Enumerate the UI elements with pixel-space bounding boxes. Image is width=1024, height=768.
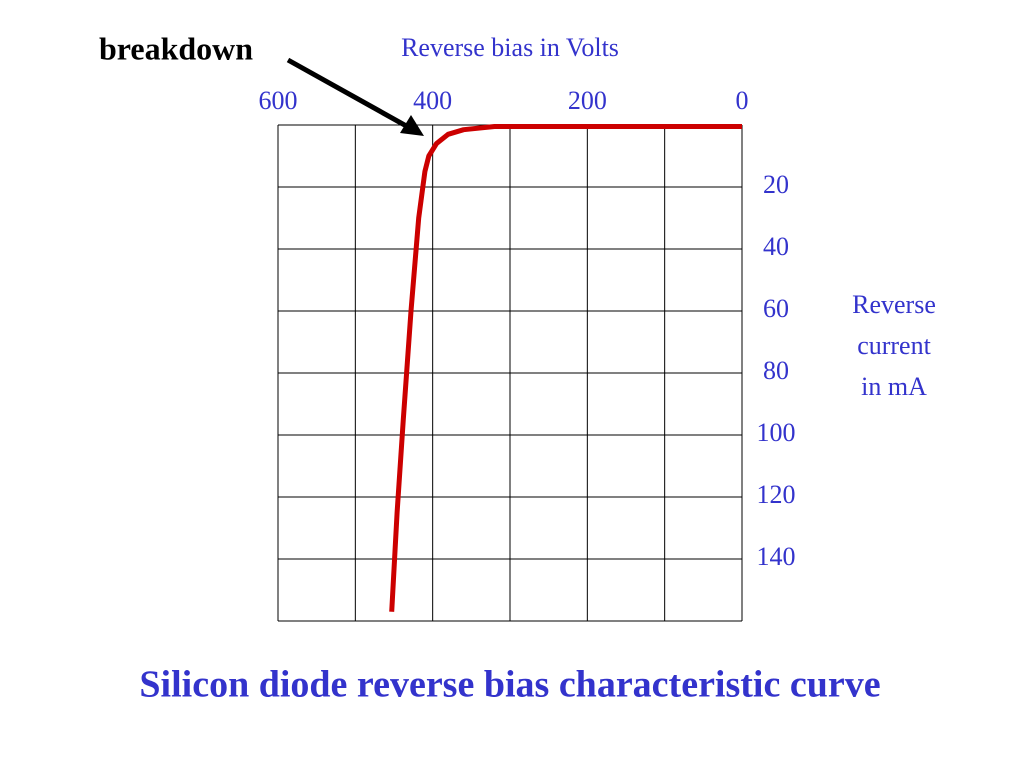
y-tick-label: 40 bbox=[763, 232, 789, 261]
chart-title: Silicon diode reverse bias characteristi… bbox=[139, 664, 880, 706]
x-tick-label: 0 bbox=[736, 86, 749, 115]
y-axis-label-line: in mA bbox=[861, 372, 927, 401]
y-tick-label: 140 bbox=[757, 542, 796, 571]
y-axis-label-line: Reverse bbox=[852, 290, 936, 319]
x-tick-label: 200 bbox=[568, 86, 607, 115]
y-tick-label: 100 bbox=[757, 418, 796, 447]
annotation: breakdown bbox=[99, 30, 253, 66]
curve bbox=[389, 124, 742, 612]
y-axis-label: Reverse current in mA bbox=[852, 290, 936, 401]
x-axis-label: Reverse bias in Volts bbox=[401, 33, 619, 62]
y-tick-label: 120 bbox=[757, 480, 796, 509]
y-tick-label: 80 bbox=[763, 356, 789, 385]
y-tick-label: 20 bbox=[763, 170, 789, 199]
y-axis-label-line: current bbox=[857, 331, 931, 360]
y-tick-label: 60 bbox=[763, 294, 789, 323]
annotation-arrow bbox=[286, 57, 412, 131]
x-tick-label: 600 bbox=[259, 86, 298, 115]
x-tick-label: 400 bbox=[413, 86, 452, 115]
